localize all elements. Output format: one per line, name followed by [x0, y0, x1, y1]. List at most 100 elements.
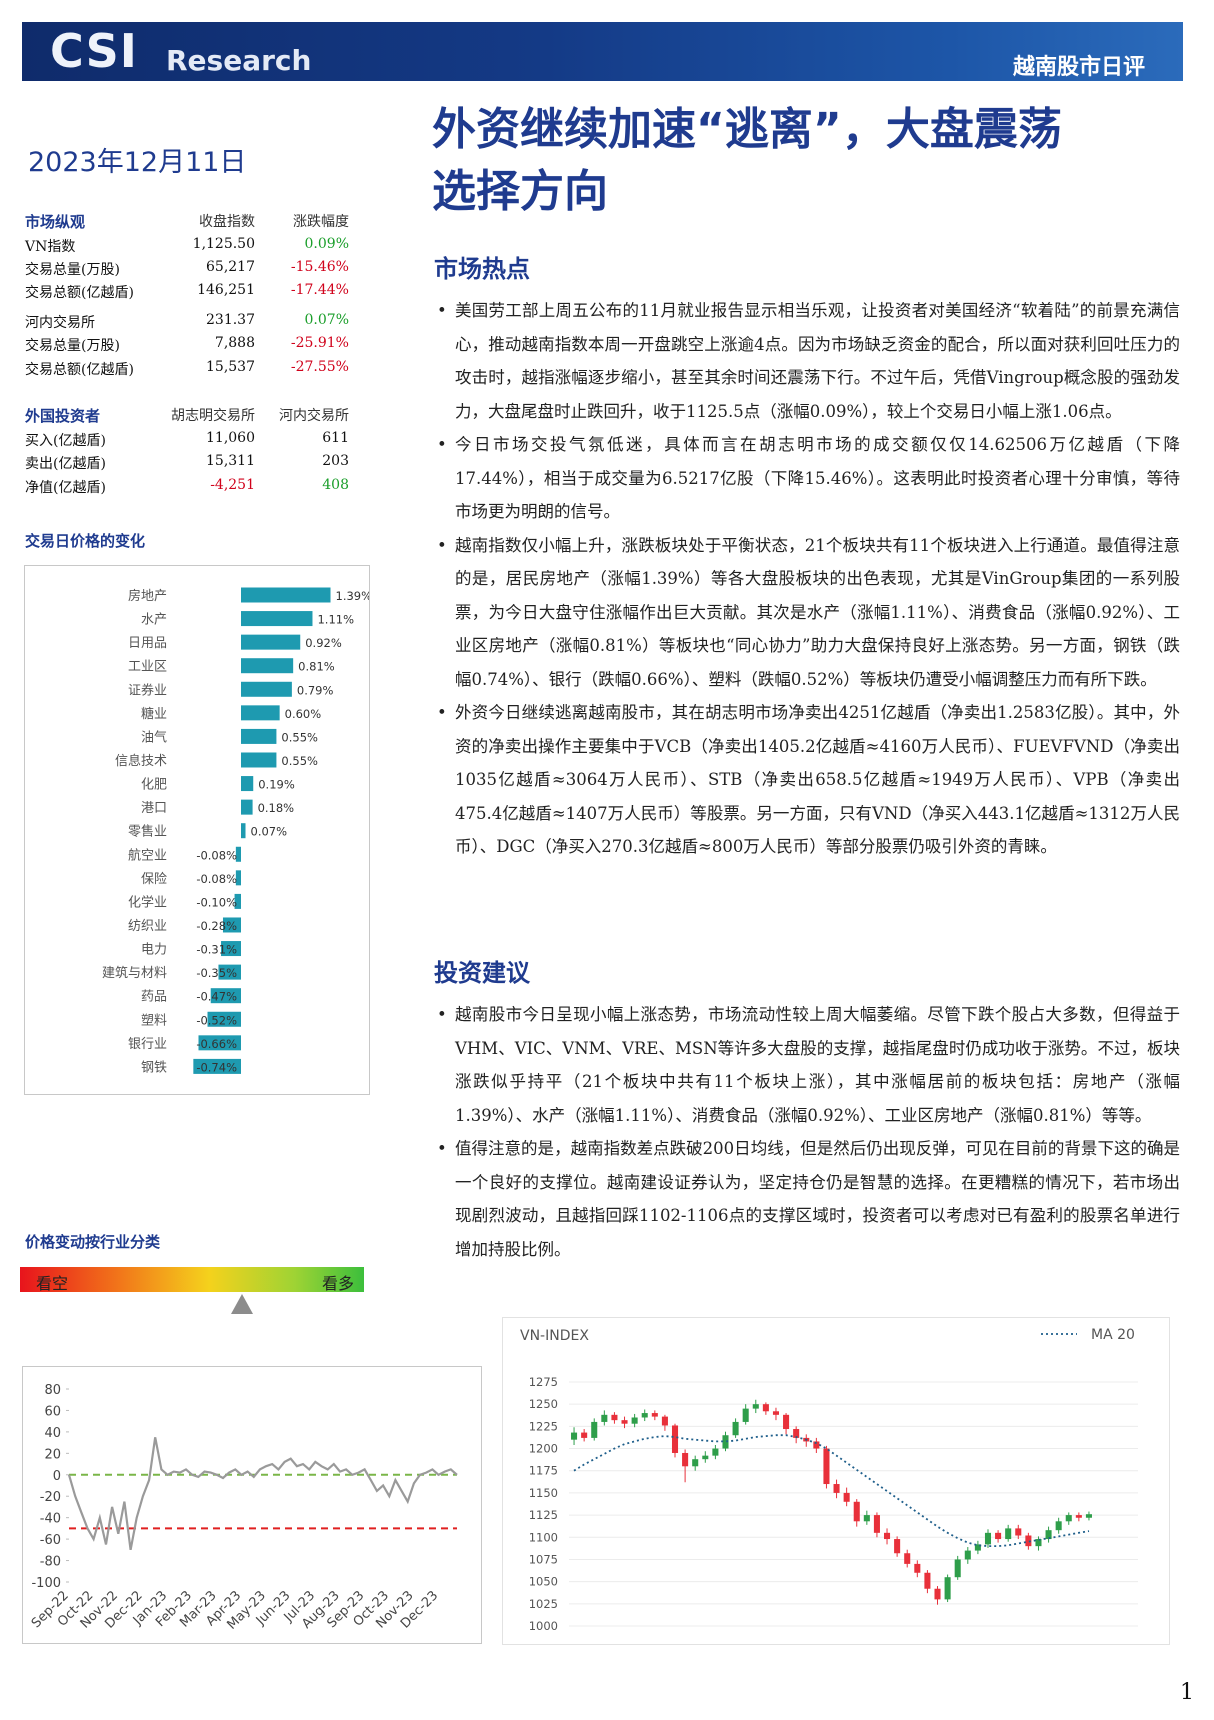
table-row: 河内交易所 231.37 0.07%: [25, 312, 355, 334]
category-label: 药品: [141, 990, 167, 1005]
bullet-paragraph: 美国劳工部上周五公布的11月就业报告显示相当乐观，让投资者对美国经济“软着陆”的…: [437, 294, 1180, 428]
y-tick-label: 60: [44, 1404, 61, 1419]
header-cell: 市场纵观: [25, 213, 86, 231]
y-tick-label: 1150: [529, 1486, 558, 1500]
value-cell: -17.44%: [290, 282, 349, 298]
page-number: 1: [1180, 1680, 1194, 1705]
header-cell: 河内交易所: [279, 408, 349, 424]
candle-body: [1075, 1515, 1082, 1518]
value-cell: 0.07%: [304, 312, 349, 328]
pointer: [231, 1294, 253, 1314]
candle-body: [914, 1563, 921, 1573]
value-label: 0.19%: [258, 778, 295, 792]
value-label: -0.31%: [196, 943, 237, 957]
bar: [193, 1058, 241, 1074]
bar: [222, 917, 241, 933]
y-tick-label: 40: [44, 1426, 61, 1441]
category-label: 建筑与材料: [102, 965, 167, 981]
candle-body: [651, 1413, 658, 1417]
candle-body: [1065, 1515, 1072, 1522]
category-label: 塑料: [141, 1013, 167, 1028]
value-label: 0.81%: [298, 660, 335, 674]
table-row: 交易总量(万股) 7,888 -25.91%: [25, 335, 355, 357]
line-series: [67, 1437, 458, 1551]
candle-body: [823, 1448, 830, 1485]
value-cell: 408: [322, 477, 349, 493]
bullet-list: 越南股市今日呈现小幅上涨态势，市场流动性较上周大幅萎缩。尽管下跌个股占大多数，但…: [434, 998, 1180, 1266]
bar: [234, 893, 241, 909]
value-cell: 7,888: [214, 335, 255, 351]
candle-body: [884, 1532, 891, 1540]
y-tick-label: -40: [40, 1512, 61, 1527]
report-type: 越南股市日评: [1012, 55, 1145, 80]
bullet-paragraph: 越南股市今日呈现小幅上涨态势，市场流动性较上周大幅萎缩。尽管下跌个股占大多数，但…: [437, 998, 1180, 1132]
bar: [210, 988, 241, 1004]
candle-body: [1015, 1528, 1022, 1536]
y-tick-label: 1025: [529, 1597, 558, 1611]
category-label: 航空业: [128, 847, 167, 863]
candle-body: [813, 1441, 820, 1449]
value-cell: -25.91%: [290, 335, 349, 351]
candle-body: [974, 1544, 981, 1551]
category-label: 保险: [141, 872, 167, 887]
label-cell: 交易总额(亿越盾): [25, 285, 134, 301]
value-cell: 65,217: [206, 259, 255, 275]
y-tick-label: 80: [44, 1383, 61, 1398]
value-cell: 231.37: [206, 312, 255, 328]
category-label: 信息技术: [115, 753, 167, 769]
value-cell: 15,537: [206, 359, 255, 375]
category-label: 纺织业: [128, 919, 167, 934]
bullet-paragraph: 值得注意的是，越南指数差点跌破200日均线，但是然后仍出现反弹，可见在目前的背景…: [437, 1132, 1180, 1266]
candle-body: [671, 1425, 679, 1453]
candle-body: [924, 1572, 931, 1589]
value-label: 0.79%: [297, 683, 334, 697]
label-cell: 卖出(亿越盾): [25, 456, 106, 472]
candle-body: [995, 1532, 1002, 1540]
candle-body: [661, 1416, 668, 1426]
section-label: 价格变动按行业分类: [25, 1233, 161, 1251]
candle-body: [712, 1448, 719, 1456]
candle-body: [601, 1414, 608, 1422]
y-tick-label: 1100: [529, 1530, 558, 1544]
headline: 外资继续加速“逃离”，大盘震荡: [432, 104, 1062, 155]
header-cell: 涨跌幅度: [293, 214, 349, 230]
value-cell: -27.55%: [290, 359, 349, 375]
bullet-paragraph: 外资今日继续逃离越南股市，其在胡志明市场净卖出4251亿越盾（净卖出1.2583…: [437, 696, 1180, 864]
category-label: 糖业: [141, 706, 167, 722]
table-row: 交易总量(万股) 65,217 -15.46%: [25, 259, 355, 281]
candle-body: [742, 1408, 749, 1422]
bar: [241, 658, 294, 674]
y-tick-label: -60: [40, 1533, 61, 1548]
candle-body: [1025, 1535, 1032, 1547]
candle-body: [843, 1492, 850, 1502]
table-row: VN指数 1,125.50 0.09%: [25, 236, 355, 258]
value-label: -0.47%: [196, 990, 237, 1004]
y-tick-label: -20: [40, 1490, 61, 1505]
label-cell: VN指数: [25, 239, 76, 255]
candle-body: [1035, 1539, 1042, 1547]
value-label: 0.92%: [305, 636, 342, 650]
y-tick-label: 20: [44, 1447, 61, 1462]
value-label: 0.55%: [281, 730, 318, 744]
bar: [241, 728, 277, 744]
bar: [235, 870, 241, 886]
category-label: 油气: [141, 729, 167, 745]
value-cell: 1,125.50: [192, 236, 255, 252]
bar: [198, 1035, 241, 1051]
candle-body: [762, 1404, 769, 1412]
category-label: 银行业: [128, 1037, 167, 1052]
value-cell: -15.46%: [290, 259, 349, 275]
bar: [241, 823, 246, 839]
category-label: 日用品: [128, 636, 167, 651]
candle-body: [894, 1539, 901, 1554]
section-heading: 市场热点: [434, 255, 530, 283]
y-tick-label: 1050: [529, 1575, 558, 1589]
logo: CSI: [50, 24, 138, 78]
candle-body: [1085, 1514, 1092, 1518]
y-tick-label: 1075: [529, 1552, 558, 1566]
section-heading: 投资建议: [434, 959, 530, 987]
bar: [241, 705, 280, 721]
value-label: 0.55%: [281, 754, 318, 768]
candle-body: [904, 1553, 911, 1564]
bar: [241, 752, 277, 768]
